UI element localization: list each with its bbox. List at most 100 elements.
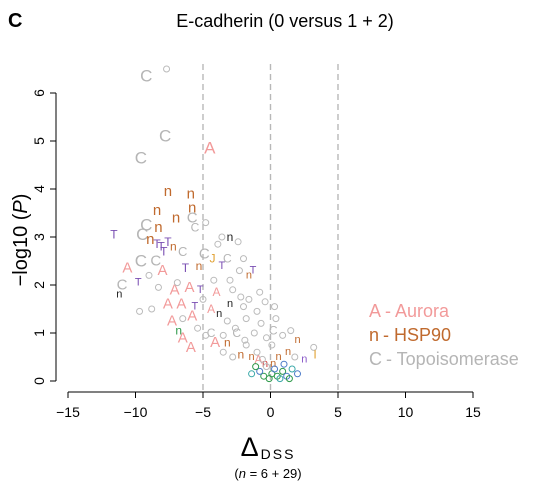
legend-entry: C- Topoisomerase (369, 349, 519, 369)
data-point (235, 267, 243, 275)
legend: A- Aurora n - HSP90 C - Topoisomerase (369, 301, 519, 369)
data-point (229, 353, 237, 361)
y-tick-label: 5 (31, 137, 47, 145)
data-point (262, 363, 270, 371)
data-point-label: n (153, 202, 161, 219)
data-point (261, 298, 269, 306)
data-point-label: A (210, 334, 220, 351)
data-point-label: A (170, 281, 180, 298)
data-point-label: n (301, 353, 307, 365)
data-point (148, 305, 156, 313)
data-point-label: C (199, 245, 210, 262)
data-point-label: T (192, 301, 199, 313)
data-point (223, 317, 231, 325)
data-point (240, 255, 247, 263)
data-point (202, 219, 210, 227)
data-point (218, 233, 226, 241)
data-point-label: T (153, 237, 161, 251)
data-point-label: n (154, 219, 162, 236)
data-point-label: n (196, 259, 203, 273)
data-point-label: n (285, 346, 291, 358)
x-tick-label: 10 (398, 404, 414, 420)
data-point (154, 283, 162, 291)
data-point (241, 336, 249, 344)
data-point (250, 329, 258, 337)
data-point-label: T (157, 240, 165, 254)
data-point-label: A (163, 296, 173, 313)
data-point-label: n (188, 200, 196, 217)
data-point (219, 331, 227, 339)
x-axis-note: (n = 6 + 29) (234, 466, 301, 481)
data-point (179, 315, 187, 323)
data-point (240, 303, 247, 311)
data-point-label: A (184, 279, 194, 296)
x-tick-label: 5 (334, 404, 342, 420)
data-point-label: C (150, 253, 161, 270)
y-axis: 0 1 2 3 4 5 6 (31, 89, 57, 385)
data-point-label: n (246, 269, 252, 281)
data-point-label: J (209, 252, 215, 266)
data-point-label: n (294, 334, 300, 346)
data-point (242, 315, 250, 323)
data-point-label: C (159, 127, 171, 146)
data-point-label: T (110, 228, 118, 242)
data-point-label: T (182, 261, 190, 275)
data-point-label: T (164, 235, 172, 249)
y-tick-label: 1 (31, 329, 47, 337)
panel-label: C (8, 10, 22, 32)
data-point (245, 295, 253, 303)
data-point (294, 370, 301, 378)
data-point (202, 331, 210, 339)
data-point-label: C (135, 252, 147, 271)
data-point (136, 307, 144, 315)
x-tick-label: −10 (124, 404, 148, 420)
data-point-label: C (223, 252, 232, 266)
data-point (163, 65, 171, 73)
data-point-label: C (178, 244, 187, 259)
data-point-label: A (167, 313, 177, 330)
data-point (253, 348, 261, 356)
legend-entry: A- Aurora (369, 301, 450, 321)
data-point-label: n (249, 351, 255, 363)
x-tick-label: −5 (195, 404, 211, 420)
data-point (256, 367, 264, 375)
data-point-label: n (216, 308, 222, 320)
data-point-label: C (136, 225, 148, 244)
data-point (258, 355, 266, 363)
legend-entry: n- HSP90 (369, 325, 451, 345)
data-point-label: C (117, 277, 128, 294)
data-point (257, 319, 265, 327)
data-point-label: T (160, 244, 168, 258)
data-point-label: n (224, 336, 231, 350)
data-point (280, 360, 288, 368)
data-point-label: n (187, 185, 195, 202)
data-point-label: n (175, 324, 182, 338)
y-tick-label: 6 (31, 89, 47, 97)
data-point (291, 353, 299, 361)
y-axis-label: −log10 (P) (10, 194, 32, 287)
data-point (234, 238, 242, 246)
x-tick-label: 15 (465, 404, 481, 420)
data-point-label: C (232, 326, 241, 340)
data-point-label: T (250, 265, 257, 277)
data-point-label: C (269, 324, 278, 338)
data-point (242, 341, 250, 349)
data-point-label: C (140, 216, 152, 235)
data-point-label: n (237, 348, 244, 362)
data-point (173, 279, 181, 287)
x-axis-label: Δ DSS (241, 432, 296, 462)
data-point-label: n (146, 231, 154, 248)
data-point (271, 303, 279, 311)
x-tick-label: 0 (267, 404, 275, 420)
y-tick-label: 0 (31, 377, 47, 385)
data-point (260, 372, 268, 380)
data-point (219, 348, 227, 356)
data-point (231, 324, 239, 332)
data-point (248, 370, 256, 378)
data-point-label: T (219, 260, 226, 272)
data-point-label: n (164, 183, 172, 200)
data-point (194, 324, 202, 332)
data-point (237, 293, 245, 301)
data-point (268, 341, 276, 349)
